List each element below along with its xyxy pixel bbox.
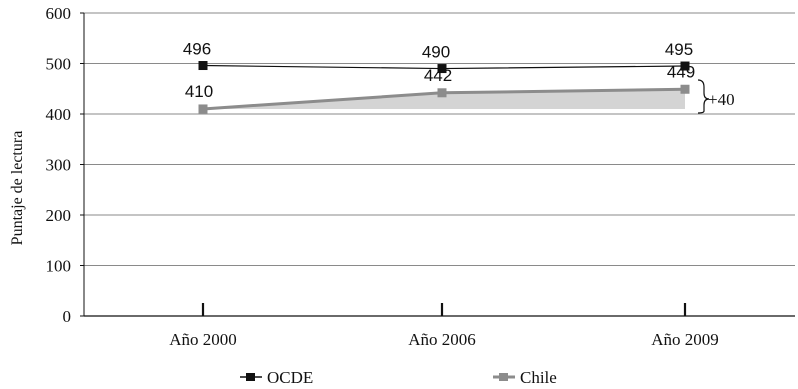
ocde-data-label: 495 [665, 40, 693, 59]
y-tick-label: 500 [46, 55, 72, 74]
series-group [198, 61, 690, 114]
ocde-data-label: 496 [183, 40, 211, 59]
chile-marker [680, 84, 690, 94]
x-tick-label: Año 2006 [408, 330, 476, 349]
x-tick-label: Año 2009 [651, 330, 719, 349]
y-axis-label: Puntaje de lectura [9, 131, 26, 246]
data-labels: 496 490 495 410 442 449 [183, 40, 695, 101]
chile-data-label: 410 [185, 82, 213, 101]
chile-area [203, 89, 685, 109]
y-axis-ticks: 0 100 200 300 400 500 600 [46, 4, 85, 326]
y-tick-label: 300 [46, 156, 72, 175]
ocde-marker [680, 61, 690, 71]
x-tick-label: Año 2000 [169, 330, 237, 349]
chile-marker [437, 88, 447, 98]
legend-label-ocde: OCDE [267, 368, 313, 387]
ocde-marker [437, 64, 447, 74]
chile-fill-area [203, 89, 685, 109]
legend-label-chile: Chile [520, 368, 557, 387]
difference-annotation: +40 [697, 79, 735, 114]
difference-label: +40 [708, 90, 735, 109]
legend: OCDE Chile [240, 368, 557, 387]
difference-brace [697, 79, 710, 114]
legend-marker-chile [499, 373, 508, 381]
y-tick-label: 200 [46, 206, 72, 225]
ocde-marker [198, 61, 208, 71]
x-axis: Año 2000 Año 2006 Año 2009 [84, 303, 795, 349]
y-tick-label: 100 [46, 257, 72, 276]
legend-marker-ocde [246, 373, 255, 381]
y-tick-label: 400 [46, 105, 72, 124]
y-tick-label: 0 [63, 307, 72, 326]
chile-data-label: 449 [667, 62, 695, 81]
chile-marker [198, 104, 208, 114]
y-tick-label: 600 [46, 4, 72, 23]
ocde-data-label: 490 [422, 43, 450, 62]
chile-data-label: 442 [424, 66, 452, 85]
